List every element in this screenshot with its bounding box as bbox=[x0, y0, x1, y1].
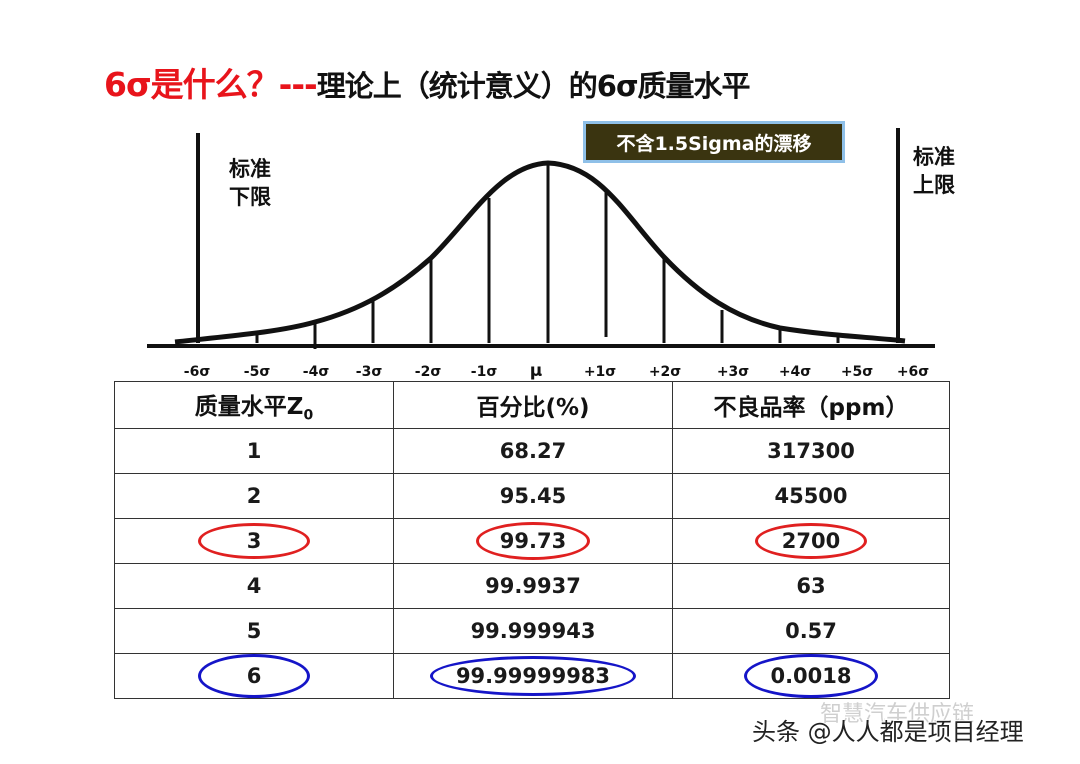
table-row-highlighted-6sigma: 6 99.99999983 0.0018 bbox=[114, 653, 950, 699]
axis-label: -1σ bbox=[470, 364, 498, 380]
cell-percent: 99.999943 bbox=[393, 608, 673, 654]
axis-label: +5σ bbox=[840, 364, 874, 380]
axis-label: -5σ bbox=[243, 364, 271, 380]
title-black-part: 理论上（统计意义）的6σ质量水平 bbox=[316, 69, 751, 103]
cell-percent: 99.99999983 bbox=[393, 653, 673, 699]
cell-level: 6 bbox=[114, 653, 394, 699]
table-row: 5 99.999943 0.57 bbox=[114, 608, 950, 654]
cell-ppm: 63 bbox=[672, 563, 950, 609]
axis-label: +2σ bbox=[648, 364, 682, 380]
no-drift-badge: 不含1.5Sigma的漂移 bbox=[583, 121, 845, 163]
sigma-quality-table: 质量水平Z0 百分比(%) 不良品率（ppm） 1 68.27 317300 2… bbox=[114, 381, 950, 699]
axis-label: +1σ bbox=[583, 364, 617, 380]
axis-label: -2σ bbox=[414, 364, 442, 380]
axis-label: μ bbox=[529, 361, 543, 381]
table-row: 2 95.45 45500 bbox=[114, 473, 950, 519]
cell-level: 5 bbox=[114, 608, 394, 654]
page-title: 6σ是什么？---理论上（统计意义）的6σ质量水平 bbox=[104, 58, 751, 106]
cell-ppm: 45500 bbox=[672, 473, 950, 519]
cell-ppm: 2700 bbox=[672, 518, 950, 564]
table-header-row: 质量水平Z0 百分比(%) 不良品率（ppm） bbox=[114, 381, 950, 429]
table-row-highlighted-3sigma: 3 99.73 2700 bbox=[114, 518, 950, 564]
cell-percent: 99.73 bbox=[393, 518, 673, 564]
cell-percent: 68.27 bbox=[393, 428, 673, 474]
cell-ppm: 0.57 bbox=[672, 608, 950, 654]
cell-level: 4 bbox=[114, 563, 394, 609]
faint-watermark: 智慧汽车供应链 bbox=[820, 702, 975, 727]
upper-spec-limit-label: 标准 上限 bbox=[913, 145, 955, 197]
cell-ppm: 0.0018 bbox=[672, 653, 950, 699]
cell-percent: 99.9937 bbox=[393, 563, 673, 609]
cell-level: 3 bbox=[114, 518, 394, 564]
title-red-part: 6σ是什么？--- bbox=[104, 65, 318, 104]
cell-ppm: 317300 bbox=[672, 428, 950, 474]
sigma-lines bbox=[255, 162, 840, 349]
axis-label: -6σ bbox=[183, 364, 211, 380]
lower-spec-limit-label: 标准 下限 bbox=[229, 157, 271, 209]
table-row: 1 68.27 317300 bbox=[114, 428, 950, 474]
header-quality-level: 质量水平Z0 bbox=[114, 381, 394, 429]
normal-distribution-curve bbox=[147, 128, 935, 349]
axis-label: +4σ bbox=[778, 364, 812, 380]
cell-level: 2 bbox=[114, 473, 394, 519]
source-watermark: 头条 @人人都是项目经理 bbox=[752, 718, 1024, 746]
axis-label: +6σ bbox=[896, 364, 930, 380]
axis-label: -3σ bbox=[355, 364, 383, 380]
cell-percent: 95.45 bbox=[393, 473, 673, 519]
header-percent: 百分比(%) bbox=[393, 381, 673, 429]
axis-label: -4σ bbox=[302, 364, 330, 380]
table-row: 4 99.9937 63 bbox=[114, 563, 950, 609]
cell-level: 1 bbox=[114, 428, 394, 474]
header-ppm: 不良品率（ppm） bbox=[672, 381, 950, 429]
axis-label: +3σ bbox=[716, 364, 750, 380]
